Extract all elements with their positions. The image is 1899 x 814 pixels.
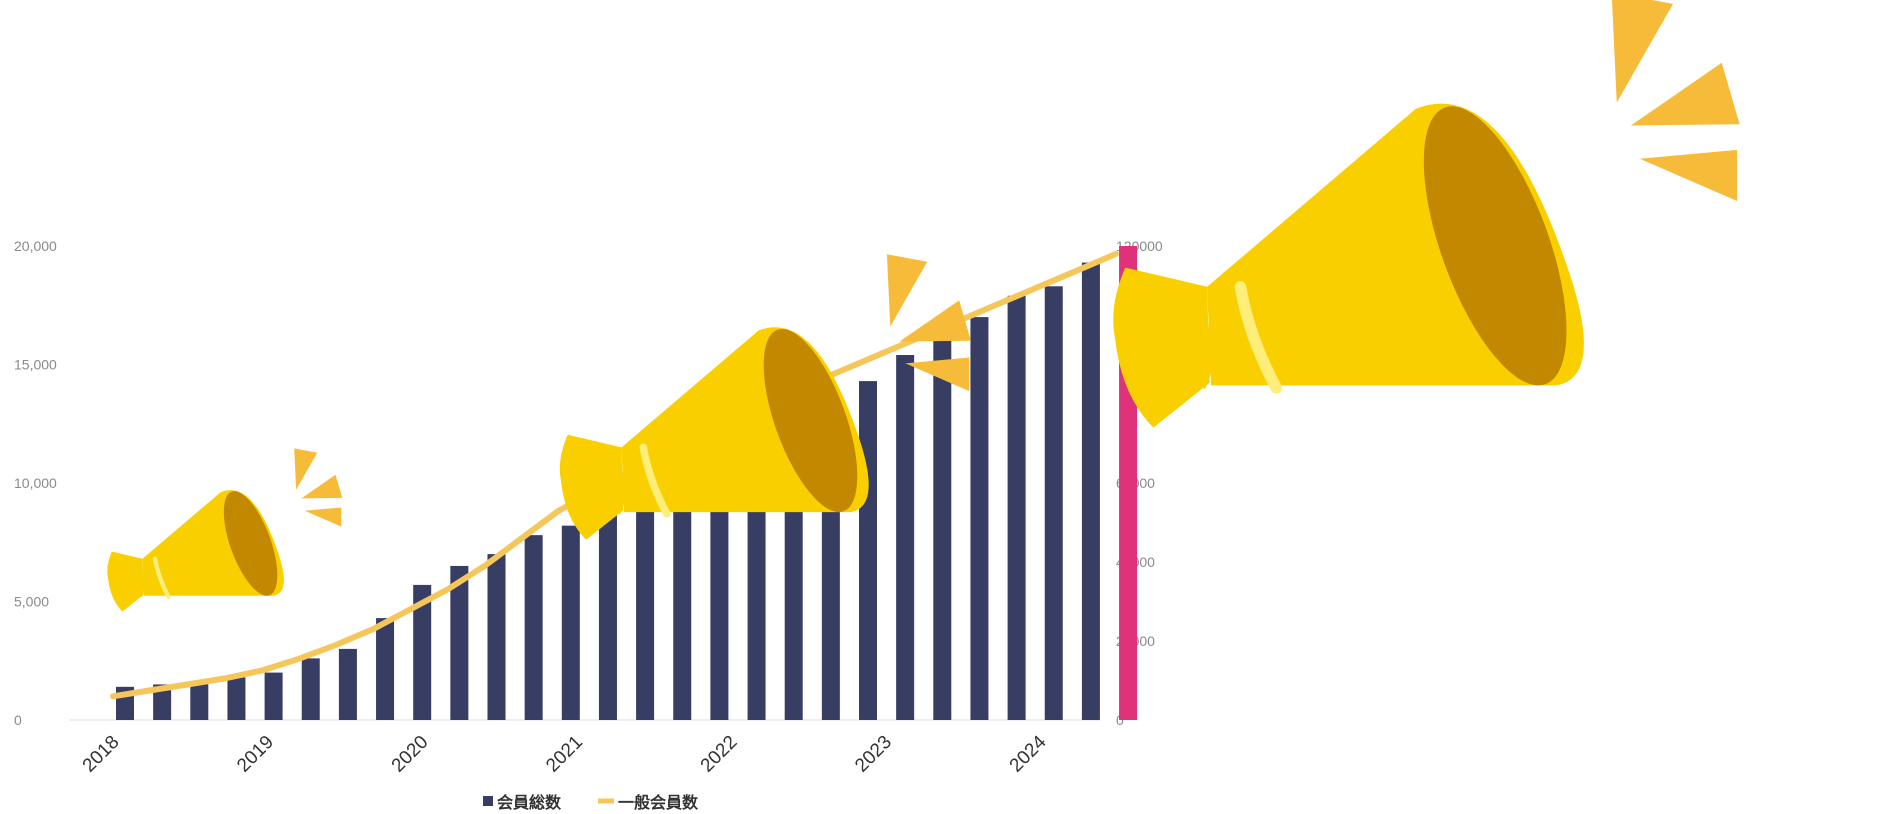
bar [859, 381, 877, 720]
bar [896, 355, 915, 720]
x-tick-label: 2018 [79, 732, 124, 777]
bar [1007, 295, 1026, 720]
bar [413, 584, 432, 720]
left-tick-label: 15,000 [14, 357, 57, 373]
legend: 会員総数 一般会員数 [483, 793, 699, 812]
megaphone-icon [107, 448, 342, 611]
x-tick-label: 2019 [233, 732, 278, 777]
legend-swatch-total-members [483, 796, 493, 806]
bar [190, 682, 209, 720]
bar [301, 658, 320, 720]
bar [598, 499, 617, 720]
left-tick-label: 5,000 [14, 594, 49, 610]
left-axis: 0 5,000 10,000 15,000 20,000 [14, 238, 57, 728]
x-tick-label: 2022 [697, 732, 742, 777]
bar [673, 471, 692, 720]
bar [227, 677, 246, 720]
bar [561, 525, 580, 720]
bar [636, 485, 655, 720]
x-tick-label: 2020 [388, 732, 433, 777]
bar [153, 684, 172, 720]
bar [264, 672, 283, 720]
left-tick-label: 10,000 [14, 475, 57, 491]
left-tick-label: 20,000 [14, 238, 57, 254]
bar [524, 535, 543, 720]
bar [710, 454, 729, 720]
bar [376, 618, 395, 720]
x-tick-label: 2023 [851, 732, 896, 777]
x-tick-label: 2021 [542, 732, 587, 777]
legend-label-general-members: 一般会員数 [618, 793, 699, 812]
x-axis: 2018 2019 2020 2021 2022 2023 2024 [79, 731, 1051, 776]
x-tick-label: 2024 [1006, 731, 1051, 776]
bar [933, 333, 952, 720]
bar [450, 565, 469, 720]
bar [970, 317, 989, 720]
left-tick-label: 0 [14, 712, 22, 728]
bar [338, 648, 357, 720]
bar [1081, 262, 1100, 720]
bar [487, 554, 506, 720]
legend-label-total-members: 会員総数 [497, 793, 562, 812]
bar [1044, 286, 1063, 720]
megaphone-icon [1113, 0, 1739, 428]
